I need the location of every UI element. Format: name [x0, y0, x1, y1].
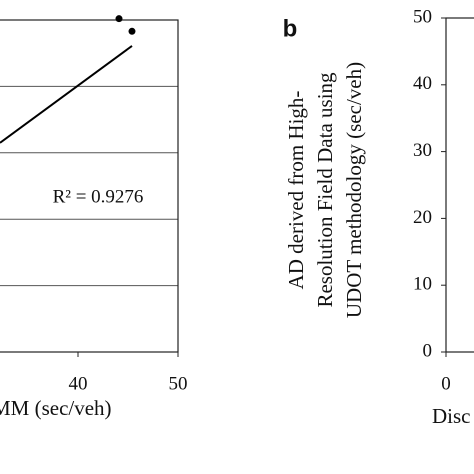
- plot-frame: [445, 17, 474, 353]
- x-tick-label: 0: [441, 373, 451, 394]
- plot-frame: [0, 19, 179, 353]
- trendline: [0, 45, 133, 144]
- x-axis-label: MM (sec/veh): [0, 396, 112, 420]
- y-tick-label: 30: [413, 140, 432, 161]
- y-axis-label: Resolution Field Data using: [313, 72, 337, 308]
- x-tick-label: 40: [69, 373, 88, 394]
- y-axis-label: UDOT methodology (sec/veh): [342, 62, 366, 318]
- y-tick-label: 50: [413, 6, 432, 27]
- y-tick-label: 0: [423, 340, 433, 361]
- y-tick-label: 10: [413, 274, 432, 295]
- point: [128, 27, 136, 35]
- x-tick-label: 50: [169, 373, 188, 394]
- point: [115, 15, 123, 23]
- panel-label: b: [283, 15, 298, 42]
- y-tick-label: 20: [413, 207, 432, 228]
- y-axis-label: AD derived from High-: [284, 91, 308, 290]
- y-tick-label: 40: [413, 73, 432, 94]
- x-axis-label: Disc: [432, 404, 471, 428]
- annotation: R² = 0.9276: [53, 186, 144, 207]
